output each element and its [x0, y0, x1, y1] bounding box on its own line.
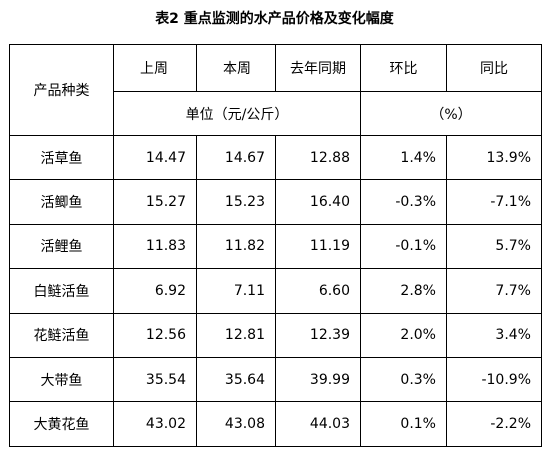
value-cell: 0.3% — [360, 356, 447, 403]
value-cell: 7.7% — [446, 268, 542, 314]
value-cell: 0.1% — [360, 401, 447, 447]
value-cell: 35.64 — [196, 356, 276, 403]
unit-row: 单位（元/公斤） （%） — [10, 91, 542, 136]
value-cell: 13.9% — [446, 134, 542, 181]
data-row: 大黄花鱼 43.02 43.08 44.03 0.1% -2.2% — [9, 401, 542, 447]
product-name: 花鲢活鱼 — [9, 312, 114, 358]
header-row: 产品种类 上周 本周 去年同期 环比 同比 — [9, 44, 542, 136]
value-cell: 2.8% — [360, 268, 447, 314]
product-name: 白鲢活鱼 — [9, 268, 114, 314]
value-cell: 44.03 — [275, 401, 361, 447]
value-cell: 3.4% — [446, 312, 542, 358]
product-name: 大黄花鱼 — [9, 401, 114, 447]
data-row: 白鲢活鱼 6.92 7.11 6.60 2.8% 7.7% — [9, 268, 542, 314]
column-header: 同比 — [446, 44, 542, 92]
product-name: 活草鱼 — [9, 134, 114, 181]
value-cell: 6.92 — [113, 268, 197, 314]
value-cell: 43.02 — [113, 401, 197, 447]
value-cell: 43.08 — [196, 401, 276, 447]
data-row: 活鲤鱼 11.83 11.82 11.19 -0.1% 5.7% — [9, 223, 542, 270]
value-cell: 2.0% — [360, 312, 447, 358]
value-cell: 11.19 — [275, 223, 361, 270]
column-header: 上周 — [113, 44, 197, 92]
value-cell: 7.11 — [196, 268, 276, 314]
value-cell: -7.1% — [446, 179, 542, 225]
value-cell: 15.23 — [196, 179, 276, 225]
value-cell: 12.39 — [275, 312, 361, 358]
price-table: 产品种类 上周 本周 去年同期 环比 同比 单位（元/公斤） （%） 活草鱼 14… — [9, 44, 542, 447]
value-cell: 12.56 — [113, 312, 197, 358]
value-cell: 5.7% — [446, 223, 542, 270]
product-name: 活鲤鱼 — [9, 223, 114, 270]
data-row: 大带鱼 35.54 35.64 39.99 0.3% -10.9% — [9, 356, 542, 403]
unit-cell: （%） — [360, 91, 542, 136]
unit-cell: 单位（元/公斤） — [113, 91, 361, 136]
value-cell: 12.88 — [275, 134, 361, 181]
value-cell: 11.83 — [113, 223, 197, 270]
table-title: 表2 重点监测的水产品价格及变化幅度 — [155, 11, 394, 27]
value-cell: -0.3% — [360, 179, 447, 225]
value-cell: 1.4% — [360, 134, 447, 181]
value-cell: 16.40 — [275, 179, 361, 225]
product-name: 活鲫鱼 — [9, 179, 114, 225]
value-cell: 6.60 — [275, 268, 361, 314]
data-row: 花鲢活鱼 12.56 12.81 12.39 2.0% 3.4% — [9, 312, 542, 358]
value-cell: 14.67 — [196, 134, 276, 181]
data-row: 活鲫鱼 15.27 15.23 16.40 -0.3% -7.1% — [9, 179, 542, 225]
value-cell: 11.82 — [196, 223, 276, 270]
column-header: 环比 — [360, 44, 447, 92]
value-cell: 39.99 — [275, 356, 361, 403]
data-row: 活草鱼 14.47 14.67 12.88 1.4% 13.9% — [9, 134, 542, 181]
value-cell: 15.27 — [113, 179, 197, 225]
value-cell: -0.1% — [360, 223, 447, 270]
value-cell: 14.47 — [113, 134, 197, 181]
value-cell: -2.2% — [446, 401, 542, 447]
value-cell: 12.81 — [196, 312, 276, 358]
product-name: 大带鱼 — [9, 356, 114, 403]
column-header: 去年同期 — [275, 44, 361, 92]
column-header: 本周 — [196, 44, 276, 92]
value-cell: -10.9% — [446, 356, 542, 403]
value-cell: 35.54 — [113, 356, 197, 403]
corner-cell: 产品种类 — [9, 44, 114, 136]
